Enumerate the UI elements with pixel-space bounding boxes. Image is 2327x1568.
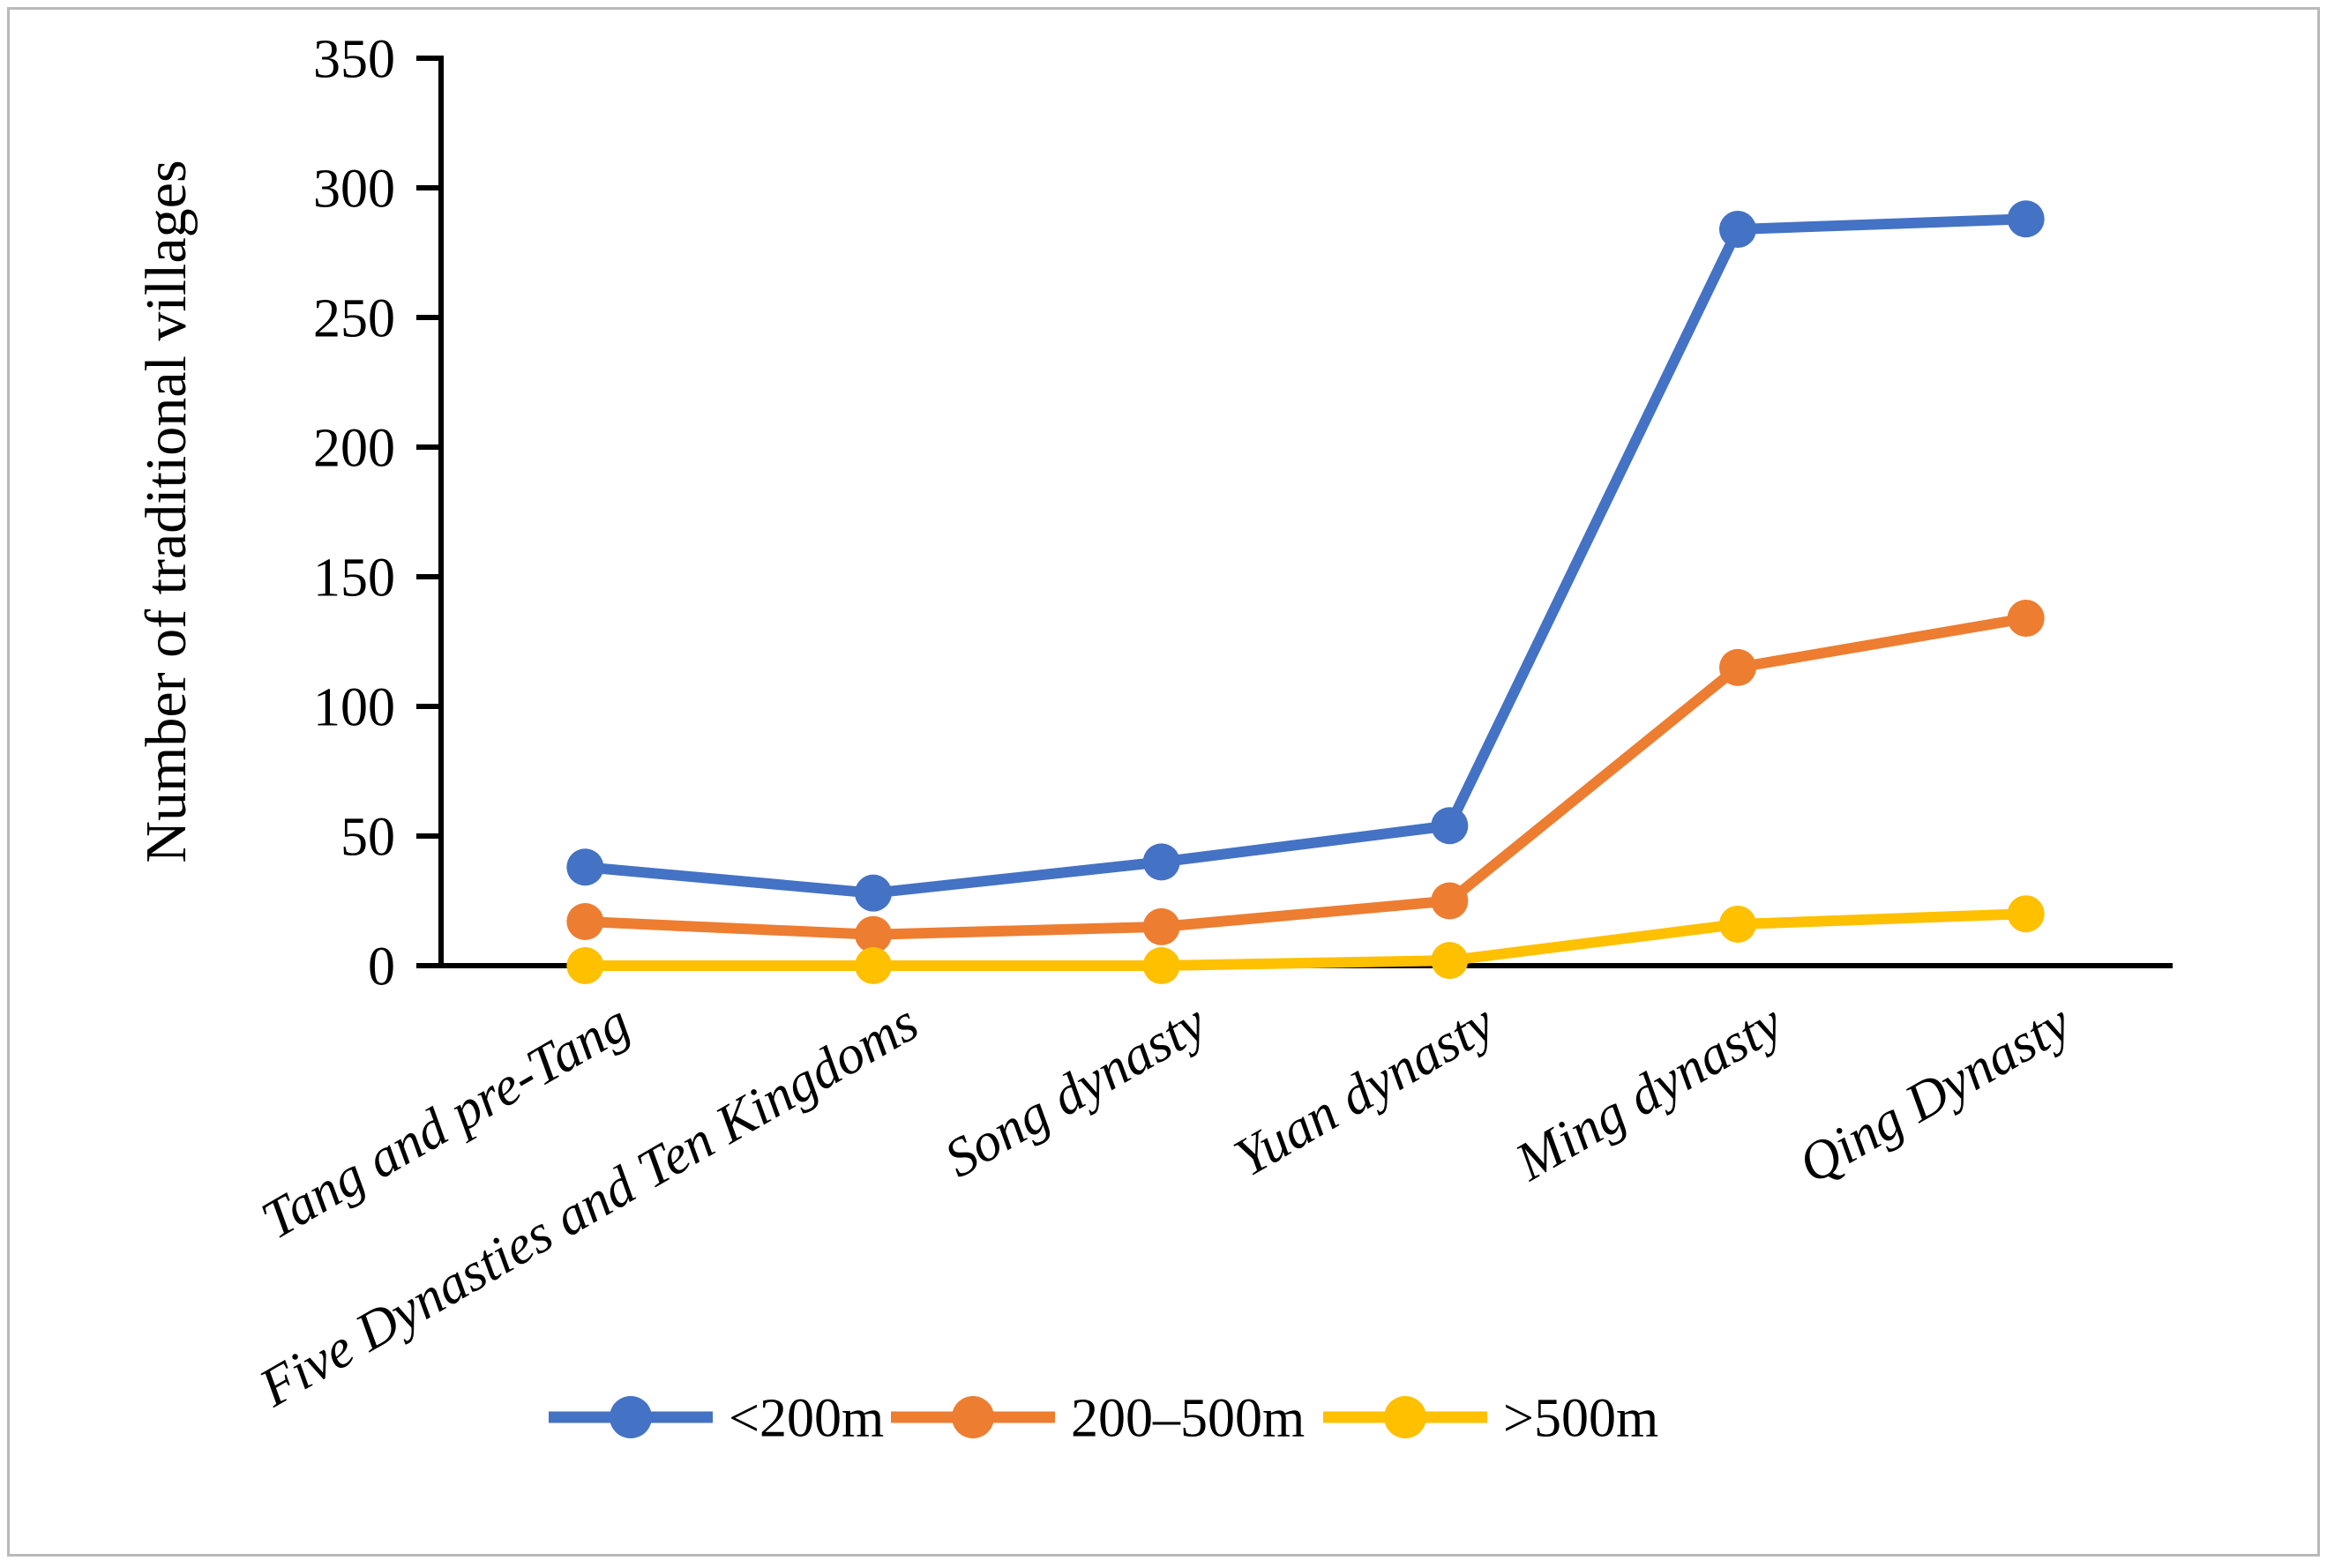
data-point <box>1142 947 1180 984</box>
data-point <box>1142 907 1180 945</box>
y-tick-label: 350 <box>313 30 395 90</box>
y-tick-label: 100 <box>313 678 395 738</box>
series-1 <box>566 600 2045 953</box>
data-point <box>855 915 892 953</box>
y-tick-label: 0 <box>368 937 395 997</box>
data-point <box>1431 882 1469 920</box>
y-axis-ticks: 0 50 100 150 200 250 300 350 <box>313 30 441 997</box>
data-point <box>566 947 604 984</box>
series-line <box>580 213 2031 899</box>
data-point <box>566 903 604 941</box>
legend-marker <box>610 1396 652 1438</box>
y-tick-label: 150 <box>313 549 395 609</box>
data-point <box>2007 200 2045 238</box>
figure-border <box>7 7 2320 1557</box>
data-point <box>2007 600 2045 638</box>
series-2 <box>566 895 2045 984</box>
legend-marker <box>952 1396 994 1438</box>
y-tick-label: 300 <box>313 160 395 220</box>
legend-label: >500m <box>1503 1389 1658 1449</box>
data-point <box>1431 942 1469 980</box>
axes <box>438 56 2173 968</box>
data-point <box>855 874 892 912</box>
y-tick-label: 250 <box>313 289 395 349</box>
y-axis-title: Number of traditional villages <box>134 160 198 862</box>
data-point <box>2007 895 2045 933</box>
data-point <box>1719 648 1756 686</box>
legend-marker <box>1384 1396 1426 1438</box>
series-line <box>580 908 2031 971</box>
legend-item: >500m <box>1323 1389 1658 1449</box>
legend-item: <200m <box>549 1389 884 1449</box>
axis-lines <box>438 56 2173 968</box>
series-line <box>580 613 2031 940</box>
data-point <box>1719 211 1756 249</box>
data-point <box>1719 905 1756 943</box>
x-category-label: Song dynasty <box>935 992 1216 1190</box>
y-tick-label: 50 <box>340 808 395 868</box>
x-category-label: Yuan dynasty <box>1224 992 1504 1188</box>
data-point <box>1431 807 1469 845</box>
legend-item: 200–500m <box>891 1389 1305 1449</box>
data-point <box>1142 843 1180 881</box>
x-category-label: Qing Dynasty <box>1789 992 2081 1195</box>
x-category-label: Ming dynasty <box>1505 992 1792 1193</box>
legend-label: <200m <box>729 1389 884 1449</box>
legend: <200m 200–500m >500m <box>549 1389 1658 1449</box>
data-point <box>855 947 892 984</box>
data-point <box>566 848 604 886</box>
y-tick-label: 200 <box>313 419 395 479</box>
series-0 <box>566 200 2045 912</box>
legend-label: 200–500m <box>1071 1389 1305 1449</box>
